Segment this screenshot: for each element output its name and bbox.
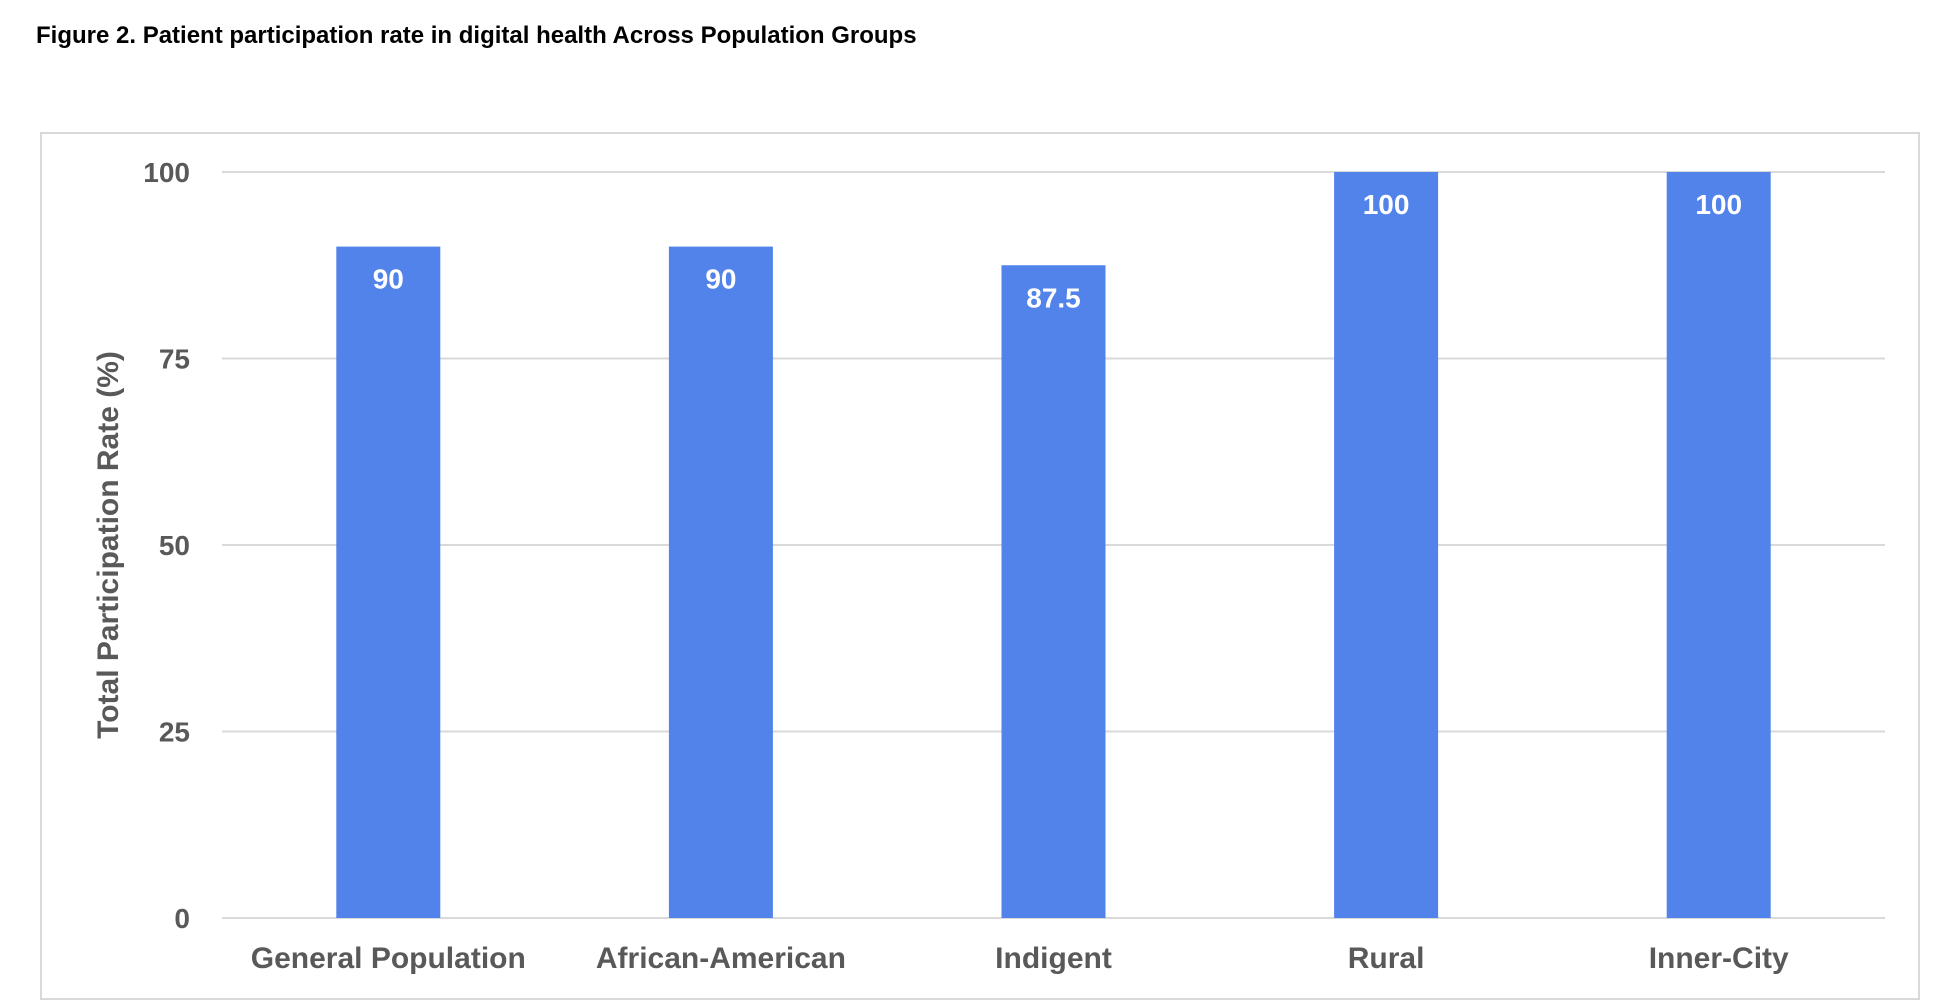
x-tick-label: General Population (251, 942, 526, 975)
data-label: 100 (1695, 189, 1742, 220)
bar (1666, 172, 1771, 918)
x-tick-label: Rural (1348, 942, 1425, 975)
data-label: 87.5 (1026, 282, 1081, 313)
y-axis-label: Total Participation Rate (%) (92, 351, 125, 739)
x-tick-label: Inner-City (1649, 942, 1789, 975)
bar (1001, 265, 1106, 918)
data-label: 90 (705, 264, 736, 295)
data-label: 90 (373, 264, 404, 295)
figure-title: Figure 2. Patient participation rate in … (36, 22, 917, 49)
x-tick-label: Indigent (995, 942, 1112, 975)
data-label: 100 (1363, 189, 1410, 220)
bar (336, 246, 441, 919)
bar (1334, 172, 1439, 918)
y-tick-label: 0 (174, 903, 190, 934)
y-tick-label: 75 (159, 344, 190, 375)
bar (668, 246, 773, 919)
y-tick-label: 100 (143, 157, 190, 188)
x-tick-label: African-American (596, 942, 846, 975)
y-tick-label: 25 (159, 717, 190, 748)
y-tick-label: 50 (159, 530, 190, 561)
